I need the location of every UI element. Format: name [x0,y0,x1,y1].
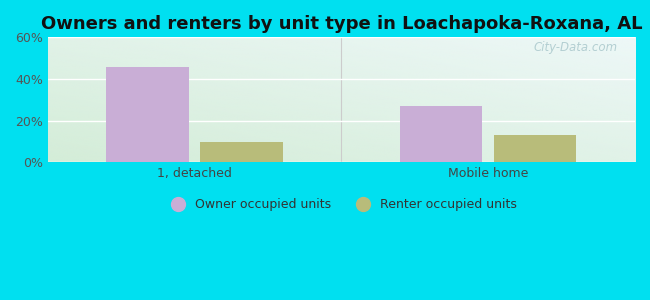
Bar [494,135,577,162]
Text: City-Data.com: City-Data.com [533,41,618,54]
Bar [400,106,482,162]
Bar [200,142,283,162]
Title: Owners and renters by unit type in Loachapoka-Roxana, AL: Owners and renters by unit type in Loach… [40,15,642,33]
Legend: Owner occupied units, Renter occupied units: Owner occupied units, Renter occupied un… [161,193,522,216]
Bar [107,67,188,162]
